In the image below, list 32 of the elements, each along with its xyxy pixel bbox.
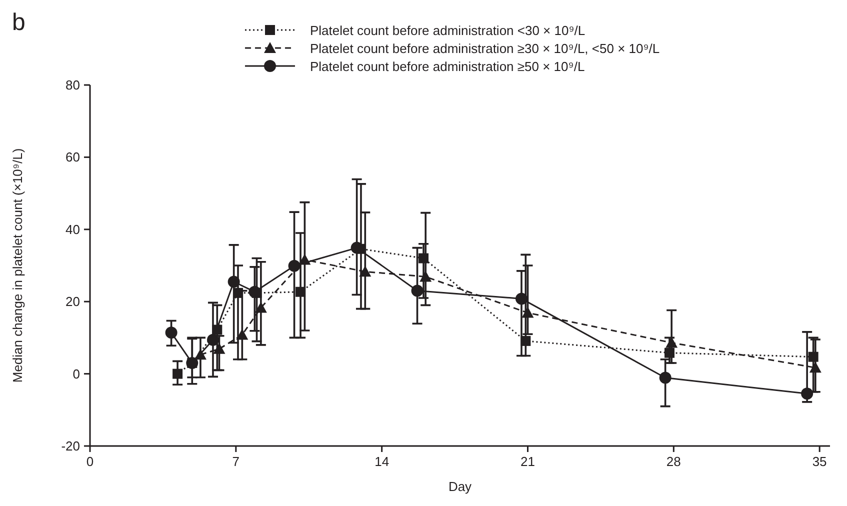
y-tick-label: 40 <box>66 222 80 237</box>
point <box>520 336 531 346</box>
x-tick-label: 14 <box>374 454 390 469</box>
point <box>411 284 424 297</box>
point <box>418 253 429 264</box>
point <box>165 326 178 339</box>
point <box>236 328 248 340</box>
y-tick-label: 0 <box>72 366 80 382</box>
point <box>296 286 306 297</box>
point <box>659 372 672 384</box>
x-tick-label: 28 <box>666 454 681 469</box>
x-tick-label: 21 <box>520 454 535 469</box>
point <box>172 368 183 379</box>
y-axis-title: Median change in platelet count (×10⁹/L) <box>10 148 25 383</box>
legend-label: Platelet count before administration ≥50 × 10⁹/L <box>310 59 585 74</box>
x-tick-label: 0 <box>86 454 94 469</box>
y-tick-label: 60 <box>66 150 80 165</box>
point <box>808 352 818 362</box>
point <box>233 288 243 298</box>
y-tick-label: 80 <box>66 78 80 92</box>
x-tick-label: 35 <box>812 454 827 469</box>
point <box>252 288 262 298</box>
y-tick-label: 20 <box>66 294 80 310</box>
legend-label: Platelet count before administration <30 × 10⁹/L <box>310 23 586 38</box>
point <box>212 324 222 335</box>
x-tick-label: 7 <box>232 454 240 469</box>
x-axis-title: Day <box>448 479 472 494</box>
text: b <box>12 9 26 36</box>
legend-label: Platelet count before administration ≥30 × 10⁹/L, <50 × 10⁹/L <box>310 41 660 56</box>
point <box>801 388 814 400</box>
y-tick-label: -20 <box>61 438 80 454</box>
point <box>664 348 674 358</box>
